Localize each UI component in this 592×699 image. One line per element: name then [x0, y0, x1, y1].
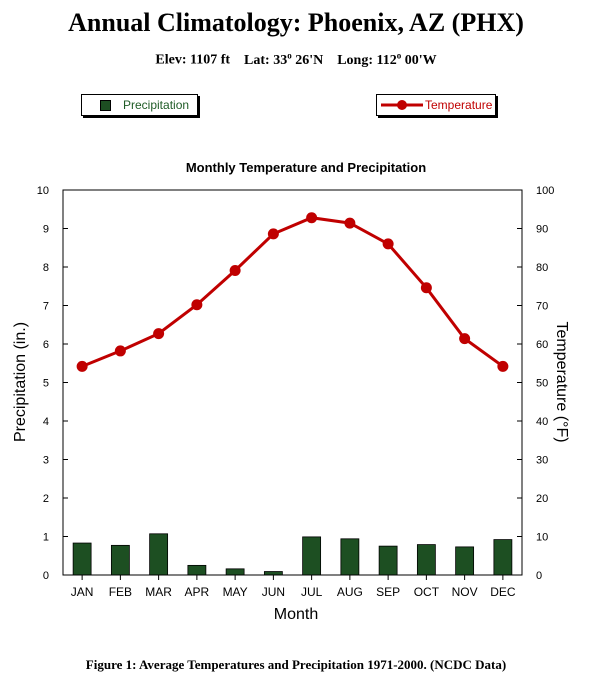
y-tick-label: 9 [43, 224, 49, 236]
precipitation-bar [493, 539, 513, 576]
precipitation-bar [263, 571, 283, 576]
temperature-point [306, 212, 318, 224]
precipitation-bar [187, 564, 207, 576]
y2-axis-label: Temperature (°F) [553, 321, 570, 442]
legend-temperature: Temperature [376, 94, 496, 116]
precipitation-bar [72, 542, 92, 576]
elevation: Elev: 1107 ft [155, 52, 231, 68]
temperature-point [267, 228, 279, 240]
x-tick-label: JAN [71, 585, 94, 599]
x-tick-label: AUG [337, 585, 363, 599]
x-tick-label: SEP [376, 585, 400, 599]
y2-tick-label: 50 [536, 378, 548, 390]
precipitation-bar [455, 546, 475, 576]
temperature-point [114, 345, 126, 357]
latitude: Lat: 33o 26'N [244, 50, 324, 68]
x-tick-label: DEC [490, 585, 516, 599]
y-tick-label: 7 [43, 301, 49, 313]
x-tick-label: JUN [262, 585, 285, 599]
temperature-point [344, 217, 356, 229]
x-tick-label: OCT [414, 585, 440, 599]
precipitation-swatch-icon [100, 99, 111, 111]
x-axis-label: Month [274, 606, 318, 623]
y2-tick-label: 80 [536, 262, 548, 274]
temperature-point [382, 238, 394, 250]
x-tick-label: MAY [223, 585, 248, 599]
y2-tick-label: 0 [536, 570, 542, 582]
y2-tick-label: 70 [536, 301, 548, 313]
temperature-point [497, 360, 509, 372]
precipitation-bar [110, 544, 130, 576]
temperature-point [229, 264, 241, 276]
x-tick-label: FEB [109, 585, 132, 599]
x-tick-label: NOV [452, 585, 478, 599]
climate-chart: Monthly Temperature and Precipitation 0 1… [12, 160, 570, 623]
y2-tick-label: 100 [536, 185, 554, 197]
y-tick-label: 10 [37, 185, 49, 197]
legend-precipitation-label: Precipitation [123, 98, 190, 112]
y-tick-label: 8 [43, 262, 49, 274]
temperature-line-marker-icon [381, 100, 423, 110]
station-info: Elev: 1107 ft Lat: 33o 26'N Long: 112o 0… [0, 50, 592, 69]
precipitation-bar [340, 538, 360, 576]
y2-tick-label: 90 [536, 224, 548, 236]
y-axis-label: Precipitation (in.) [12, 322, 29, 442]
temperature-point [153, 328, 165, 340]
y-tick-label: 5 [43, 378, 49, 390]
legend-precipitation: Precipitation [81, 94, 198, 116]
x-tick-label: JUL [301, 585, 323, 599]
longitude: Long: 112o 00'W [337, 50, 437, 68]
precipitation-bar [225, 568, 245, 576]
precipitation-bar [378, 545, 398, 576]
precipitation-bar [416, 544, 436, 576]
page-title: Annual Climatology: Phoenix, AZ (PHX) [68, 8, 524, 37]
precipitation-bar [302, 536, 322, 576]
chart-title: Monthly Temperature and Precipitation [186, 160, 426, 175]
temperature-line [81, 216, 504, 368]
x-tick-label: APR [185, 585, 210, 599]
legend-temperature-label: Temperature [425, 98, 493, 112]
plot-frame [62, 189, 523, 576]
y-tick-label: 0 [43, 570, 49, 582]
figure-caption: Figure 1: Average Temperatures and Preci… [85, 657, 507, 672]
precipitation-bar [149, 533, 169, 576]
y-tick-label: 4 [43, 416, 49, 428]
y2-tick-label: 30 [536, 455, 548, 467]
y-tick-label: 2 [43, 493, 49, 505]
temperature-point [420, 282, 432, 294]
y2-tick-label: 20 [536, 493, 548, 505]
y-tick-label: 1 [43, 532, 49, 544]
x-tick-label: MAR [145, 585, 172, 599]
temperature-point [76, 360, 88, 372]
y-tick-label: 3 [43, 455, 49, 467]
y2-tick-label: 60 [536, 339, 548, 351]
temperature-point [191, 299, 203, 311]
y2-tick-label: 10 [536, 532, 548, 544]
temperature-point [459, 333, 471, 345]
y-tick-label: 6 [43, 339, 49, 351]
y2-tick-label: 40 [536, 416, 548, 428]
